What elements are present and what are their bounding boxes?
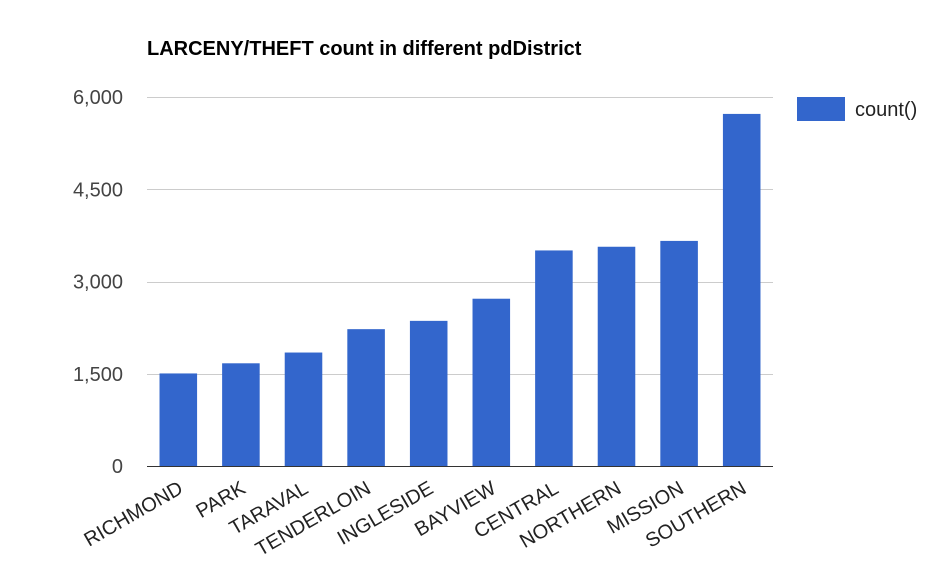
legend-swatch	[797, 97, 845, 121]
bar-southern	[722, 113, 761, 466]
bars	[147, 113, 773, 467]
y-tick-label: 4,500	[73, 179, 123, 201]
legend: count()	[797, 97, 917, 121]
y-tick-label: 1,500	[73, 364, 123, 386]
y-tick-label: 3,000	[73, 272, 123, 294]
bar-tenderloin	[347, 329, 385, 466]
y-axis: 0 1,500 3,000 4,500 6,000	[73, 87, 123, 478]
x-axis: RICHMOND PARKTARAVALTENDERLOININGLESIDEBA…	[81, 477, 751, 561]
bar-northern	[597, 246, 636, 466]
bar-bayview	[472, 298, 511, 466]
bar-richmond	[159, 373, 198, 466]
chart-title: LARCENY/THEFT count in different pdDistr…	[147, 38, 582, 60]
bar-park	[222, 363, 260, 466]
y-tick-label: 6,000	[73, 87, 123, 109]
y-tick-label: 0	[112, 456, 123, 478]
bar-mission	[660, 240, 698, 466]
bar-taraval	[284, 352, 323, 466]
bar-central	[535, 250, 573, 466]
bar-ingleside	[409, 320, 448, 466]
x-tick-label: RICHMOND	[81, 477, 187, 551]
legend-label: count()	[855, 99, 917, 121]
